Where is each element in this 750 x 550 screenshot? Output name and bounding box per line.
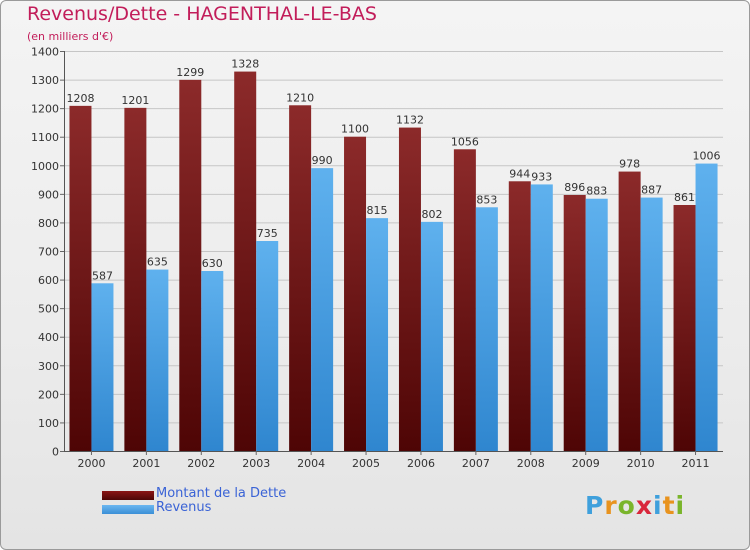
data-label-revenus: 887 xyxy=(641,184,662,197)
grid-lines xyxy=(64,51,723,452)
logo-letter: r xyxy=(604,491,618,520)
y-tick-label: 600 xyxy=(38,274,59,287)
logo-letter: P xyxy=(585,491,605,520)
legend-label-dette: Montant de la Dette xyxy=(156,486,287,501)
x-tick-label: 2001 xyxy=(132,457,160,470)
data-label-revenus: 853 xyxy=(476,193,497,206)
data-label-dette: 944 xyxy=(509,167,530,180)
bar-revenus xyxy=(475,207,498,451)
bar-dette xyxy=(69,105,92,451)
data-label-revenus: 635 xyxy=(147,256,168,269)
bar-revenus xyxy=(420,221,443,451)
data-label-dette: 896 xyxy=(564,181,585,194)
bar-revenus xyxy=(585,198,608,451)
y-tick-label: 300 xyxy=(38,360,59,373)
x-tick-label: 2008 xyxy=(517,457,545,470)
logo-letter: i xyxy=(675,491,686,520)
bar-revenus xyxy=(366,218,389,451)
legend-label-revenus: Revenus xyxy=(156,500,212,515)
x-tick-label: 2006 xyxy=(407,457,435,470)
bar-revenus xyxy=(146,269,169,451)
x-tick-label: 2010 xyxy=(627,457,655,470)
bar-dette xyxy=(618,171,641,452)
chart-title: Revenus/Dette - HAGENTHAL-LE-BAS xyxy=(27,3,377,25)
bar-revenus xyxy=(640,197,663,451)
bar-dette xyxy=(398,127,421,452)
y-tick-label: 400 xyxy=(38,331,59,344)
data-label-dette: 1056 xyxy=(451,135,479,148)
data-label-dette: 861 xyxy=(674,191,695,204)
bar-revenus xyxy=(91,283,114,451)
y-tick-label: 1000 xyxy=(31,160,59,173)
y-tick-label: 1200 xyxy=(31,103,59,116)
data-label-dette: 1201 xyxy=(121,94,149,107)
data-label-dette: 1328 xyxy=(231,58,259,71)
data-label-revenus: 630 xyxy=(202,257,223,270)
x-tick-label: 2000 xyxy=(77,457,105,470)
y-tick-label: 1100 xyxy=(31,131,59,144)
legend-swatch-dette xyxy=(102,491,154,500)
y-tick-label: 900 xyxy=(38,188,59,201)
data-label-dette: 1100 xyxy=(341,123,369,136)
x-tick-label: 2011 xyxy=(682,457,710,470)
data-label-dette: 978 xyxy=(619,158,640,171)
y-tick-label: 0 xyxy=(52,446,59,459)
legend-swatch-revenus xyxy=(102,505,154,514)
data-label-revenus: 933 xyxy=(531,170,552,183)
y-tick-label: 500 xyxy=(38,303,59,316)
data-label-revenus: 735 xyxy=(257,227,278,240)
data-label-revenus: 587 xyxy=(92,269,113,282)
bar-revenus xyxy=(530,184,553,451)
bar-dette xyxy=(289,105,312,452)
data-label-dette: 1299 xyxy=(176,66,204,79)
x-tick-label: 2009 xyxy=(572,457,600,470)
bar-dette xyxy=(563,195,586,451)
logo-letter: i xyxy=(653,491,663,520)
bar-dette xyxy=(344,136,367,451)
y-tick-label: 700 xyxy=(38,246,59,259)
data-label-revenus: 815 xyxy=(367,204,388,217)
data-label-revenus: 802 xyxy=(421,208,442,221)
chart-subtitle: (en milliers d'€) xyxy=(27,30,114,43)
bar-dette xyxy=(508,181,531,452)
bar-dette xyxy=(179,79,202,451)
logo-letter: x xyxy=(635,491,653,520)
bar-dette xyxy=(124,107,147,451)
data-label-dette: 1132 xyxy=(396,114,424,127)
proxiti-logo: Proxiti xyxy=(585,491,685,520)
bar-dette xyxy=(234,71,257,452)
bars xyxy=(69,71,718,452)
bar-dette xyxy=(453,149,476,452)
axes: 0 100 200 300 400 500 600 700 800 900 1000 1100 1200… xyxy=(31,46,723,470)
bar-dette xyxy=(673,205,696,451)
bar-revenus xyxy=(256,241,279,451)
data-label-dette: 1208 xyxy=(66,92,94,105)
x-tick-label: 2005 xyxy=(352,457,380,470)
y-tick-label: 1400 xyxy=(31,46,59,59)
x-tick-label: 2004 xyxy=(297,457,325,470)
x-tick-label: 2003 xyxy=(242,457,270,470)
data-label-revenus: 1006 xyxy=(693,150,721,163)
bar-revenus xyxy=(695,163,718,452)
data-label-revenus: 883 xyxy=(586,185,607,198)
y-tick-label: 200 xyxy=(38,388,59,401)
x-tick-label: 2007 xyxy=(462,457,490,470)
data-labels: 1208 587 1201 635 1299 630 1328 735 1210 990 1100 8… xyxy=(66,58,720,283)
y-tick-label: 800 xyxy=(38,217,59,230)
bar-revenus xyxy=(311,168,334,451)
x-tick-label: 2002 xyxy=(187,457,215,470)
logo-letter: o xyxy=(617,491,636,520)
logo-letter: t xyxy=(662,491,676,520)
y-tick-label: 100 xyxy=(38,417,59,430)
y-tick-label: 1300 xyxy=(31,74,59,87)
data-label-revenus: 990 xyxy=(312,154,333,167)
bar-revenus xyxy=(201,271,224,451)
data-label-dette: 1210 xyxy=(286,91,314,104)
